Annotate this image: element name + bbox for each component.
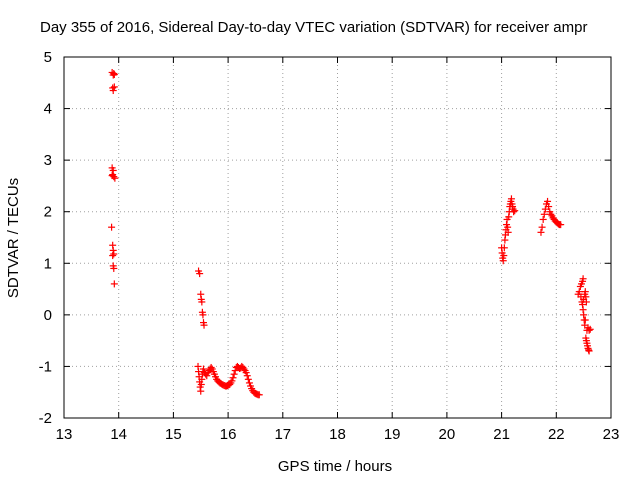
data-point — [240, 365, 248, 373]
data-point — [109, 252, 117, 260]
data-point — [538, 223, 546, 231]
chart-title: Day 355 of 2016, Sidereal Day-to-day VTE… — [40, 19, 587, 36]
data-point — [228, 377, 236, 385]
data-point — [242, 369, 250, 377]
data-point — [500, 252, 508, 260]
data-points — [108, 68, 594, 399]
x-tick-label: 14 — [110, 426, 127, 443]
data-point — [199, 311, 207, 319]
data-point — [575, 288, 583, 296]
x-tick-label: 23 — [603, 426, 620, 443]
data-point — [581, 316, 589, 324]
data-point — [544, 197, 552, 205]
data-point — [539, 215, 547, 223]
data-point — [203, 372, 211, 380]
y-tick-label: 1 — [44, 255, 52, 272]
x-tick-label: 16 — [220, 426, 237, 443]
x-axis-label: GPS time / hours — [278, 458, 392, 475]
data-point — [511, 207, 519, 215]
data-point — [229, 374, 237, 382]
data-point — [510, 208, 518, 216]
data-point — [245, 379, 253, 387]
data-point — [108, 172, 116, 180]
data-point — [585, 326, 593, 334]
x-tick-label: 15 — [165, 426, 182, 443]
x-tick-label: 21 — [493, 426, 510, 443]
data-point — [545, 203, 553, 211]
y-axis-label: SDTVAR / TECUs — [5, 178, 22, 298]
y-tick-label: -2 — [39, 410, 52, 427]
data-point — [230, 370, 238, 378]
data-point — [244, 375, 252, 383]
data-point — [110, 173, 118, 181]
data-point — [231, 367, 239, 375]
data-point — [207, 363, 215, 371]
data-point — [108, 223, 116, 231]
data-point — [586, 325, 594, 333]
data-point — [547, 210, 555, 218]
y-axis: -2 -1 0 1 2 3 4 5 — [39, 49, 611, 427]
data-point — [198, 298, 206, 306]
data-point — [110, 71, 118, 79]
data-point — [585, 347, 593, 355]
y-tick-label: 0 — [44, 307, 52, 324]
data-point — [226, 380, 234, 388]
data-point — [255, 391, 263, 399]
x-axis: 13 14 15 16 17 18 19 20 21 22 23 — [56, 57, 620, 443]
data-point — [557, 221, 565, 229]
data-point — [199, 365, 207, 373]
y-tick-label: 2 — [44, 204, 52, 221]
data-point — [540, 210, 548, 218]
x-tick-label: 13 — [56, 426, 73, 443]
x-tick-label: 22 — [548, 426, 565, 443]
grid — [64, 57, 611, 418]
data-point — [537, 228, 545, 236]
data-point — [500, 244, 508, 252]
data-point — [579, 275, 587, 283]
data-point — [582, 298, 590, 306]
x-tick-label: 17 — [274, 426, 291, 443]
data-point — [243, 372, 251, 380]
data-point — [110, 250, 118, 258]
data-point — [504, 228, 512, 236]
data-point — [110, 264, 118, 272]
x-tick-label: 19 — [384, 426, 401, 443]
data-point — [200, 321, 208, 329]
y-tick-label: 4 — [44, 101, 52, 118]
y-tick-label: -1 — [39, 358, 52, 375]
data-point — [196, 270, 204, 278]
y-tick-label: 3 — [44, 152, 52, 169]
data-point — [197, 387, 205, 395]
x-tick-label: 20 — [439, 426, 456, 443]
data-point — [110, 83, 118, 91]
data-point — [110, 280, 118, 288]
data-point — [109, 87, 117, 95]
y-tick-label: 5 — [44, 49, 52, 66]
x-tick-label: 18 — [329, 426, 346, 443]
